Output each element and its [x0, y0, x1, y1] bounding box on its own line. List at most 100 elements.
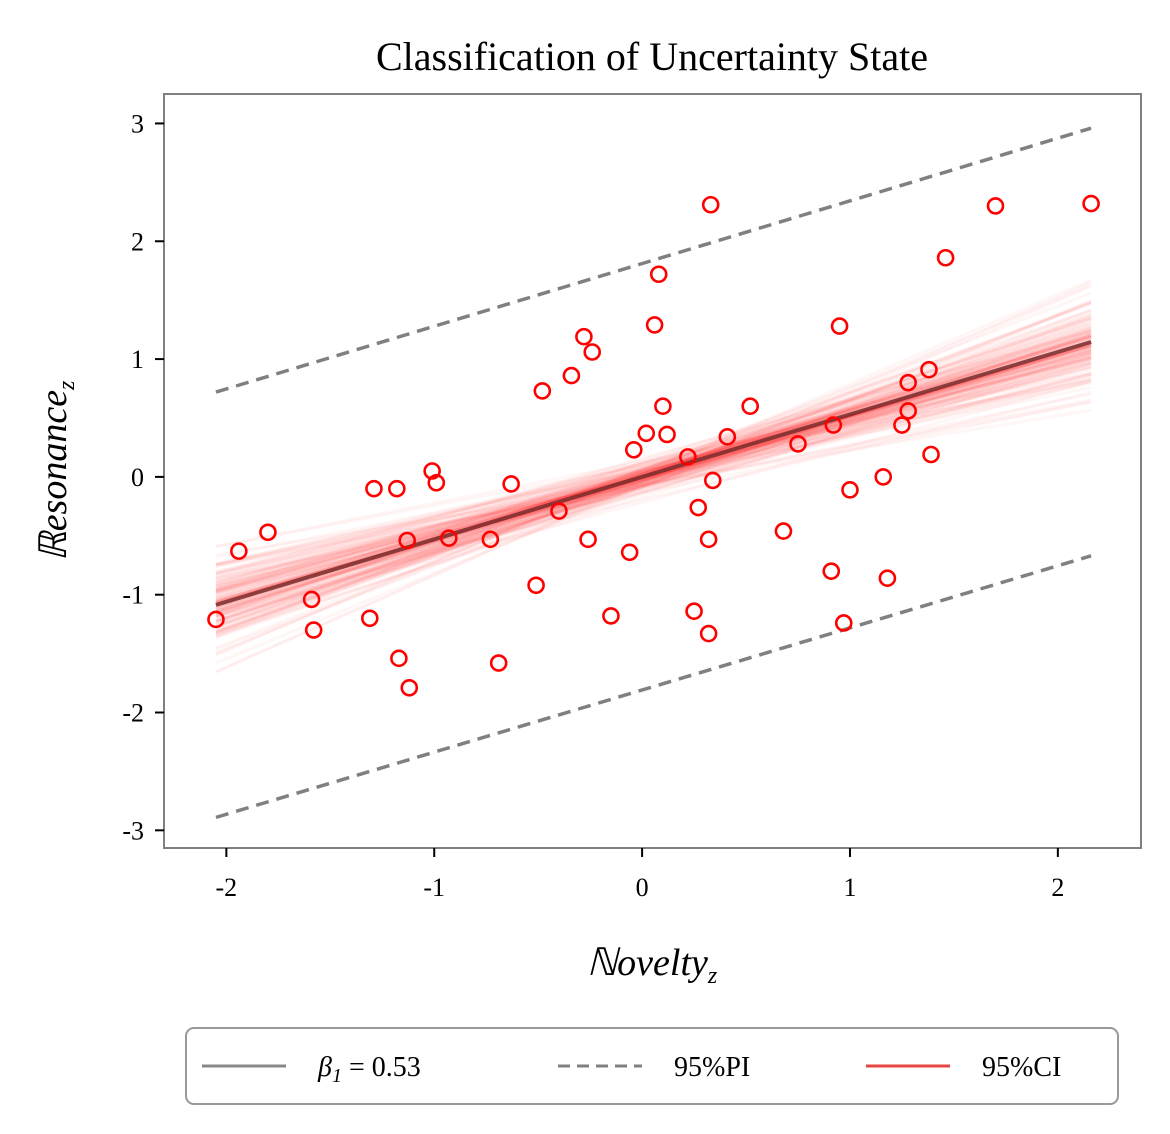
fit-line-group: [215, 340, 1092, 607]
data-point: [624, 440, 643, 459]
data-point: [822, 562, 841, 580]
data-point: [637, 424, 656, 443]
pi-lower-line: [215, 554, 1092, 820]
y-tick-label: 1: [131, 345, 144, 374]
data-point: [481, 530, 500, 549]
chart-title: Classification of Uncertainty State: [376, 34, 928, 79]
data-point: [874, 468, 893, 486]
data-point: [502, 475, 520, 493]
legend-label-fit-rest: = 0.53: [342, 1052, 421, 1083]
data-point: [620, 543, 639, 562]
x-tick-label: -1: [423, 873, 445, 902]
data-point: [602, 607, 620, 625]
data-point: [439, 529, 458, 547]
ci-sample-line: [216, 350, 1091, 615]
data-point: [878, 569, 897, 588]
data-point: [703, 471, 722, 490]
y-tick-label: -1: [122, 581, 144, 610]
x-axis-ticks: -2 -1 0 1 2: [216, 848, 1064, 902]
x-axis-label-sub: z: [707, 963, 718, 989]
data-point: [575, 327, 593, 346]
y-tick-label: -2: [122, 699, 144, 728]
ci-sample-line: [216, 353, 1091, 587]
data-point: [427, 473, 446, 492]
legend-label-ci: 95%CI: [982, 1052, 1061, 1083]
x-tick-label: 0: [636, 873, 649, 902]
y-tick-label: 0: [131, 463, 144, 492]
y-axis-label-sub: z: [54, 380, 80, 391]
data-point: [689, 498, 708, 517]
data-point: [893, 416, 911, 434]
data-point: [533, 382, 552, 400]
data-point: [230, 542, 248, 560]
data-point: [830, 317, 849, 335]
data-point: [922, 445, 940, 464]
x-axis-label-main: ℕovelty: [587, 942, 708, 984]
data-point: [207, 610, 225, 629]
data-point: [685, 602, 703, 620]
data-point: [360, 609, 379, 628]
prediction-interval-lines: [215, 126, 1092, 820]
legend-label-fit-sub: 1: [332, 1065, 342, 1087]
y-axis-label: ℝesonancez: [33, 380, 80, 561]
data-point: [679, 448, 697, 466]
legend: β1 = 0.53 95%PI 95%CI: [185, 1027, 1119, 1105]
data-point: [899, 373, 917, 392]
data-point: [1082, 194, 1100, 213]
data-point: [658, 425, 676, 444]
legend-label-fit: β1 = 0.53: [317, 1052, 421, 1087]
x-tick-label: 1: [843, 873, 856, 902]
data-point: [834, 614, 853, 632]
data-point: [489, 654, 508, 672]
x-tick-label: -2: [216, 873, 238, 902]
data-point: [824, 416, 843, 434]
data-point: [718, 428, 737, 446]
legend-label-fit-main: β: [317, 1052, 332, 1083]
data-point: [645, 316, 664, 334]
data-point: [774, 522, 793, 540]
data-point: [550, 502, 568, 520]
data-point: [398, 531, 417, 550]
fit-line: [215, 340, 1092, 607]
y-axis-ticks: -3 -2 -1 0 1 2 3: [122, 109, 164, 845]
x-tick-label: 2: [1051, 873, 1064, 902]
data-point: [400, 678, 419, 697]
data-point: [986, 197, 1005, 215]
data-point: [699, 530, 718, 549]
data-point: [302, 590, 321, 609]
ci-sample-line: [216, 381, 1091, 617]
data-point: [741, 397, 760, 416]
data-point: [304, 621, 323, 639]
data-point: [259, 523, 277, 542]
legend-box: [185, 1027, 1119, 1105]
plot-frame: [163, 93, 1142, 849]
y-axis-label-main: ℝesonance: [33, 390, 75, 562]
data-point: [579, 530, 597, 549]
legend-label-pi: 95%PI: [674, 1052, 750, 1083]
data-point: [699, 624, 718, 643]
x-axis-label: ℕoveltyz: [587, 942, 718, 989]
data-point: [365, 479, 383, 498]
data-point: [649, 265, 668, 284]
y-tick-label: 2: [131, 227, 144, 256]
pi-upper-line: [215, 126, 1092, 394]
data-point: [789, 435, 807, 453]
confidence-band: [216, 280, 1091, 672]
data-point: [841, 481, 859, 499]
data-point: [654, 397, 672, 416]
y-tick-label: 3: [131, 109, 144, 138]
data-point: [936, 248, 955, 267]
data-point: [701, 195, 720, 214]
data-point: [390, 649, 408, 668]
data-point: [527, 576, 545, 595]
data-point: [583, 343, 602, 361]
y-tick-label: -3: [122, 816, 144, 845]
data-point: [388, 479, 406, 498]
data-point: [423, 462, 441, 480]
data-points: [207, 194, 1100, 697]
data-point: [899, 402, 917, 420]
ci-sample-line: [216, 341, 1091, 591]
data-point: [562, 366, 581, 385]
data-point: [920, 360, 938, 379]
